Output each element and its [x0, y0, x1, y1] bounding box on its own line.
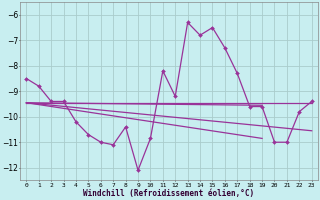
X-axis label: Windchill (Refroidissement éolien,°C): Windchill (Refroidissement éolien,°C) [84, 189, 255, 198]
